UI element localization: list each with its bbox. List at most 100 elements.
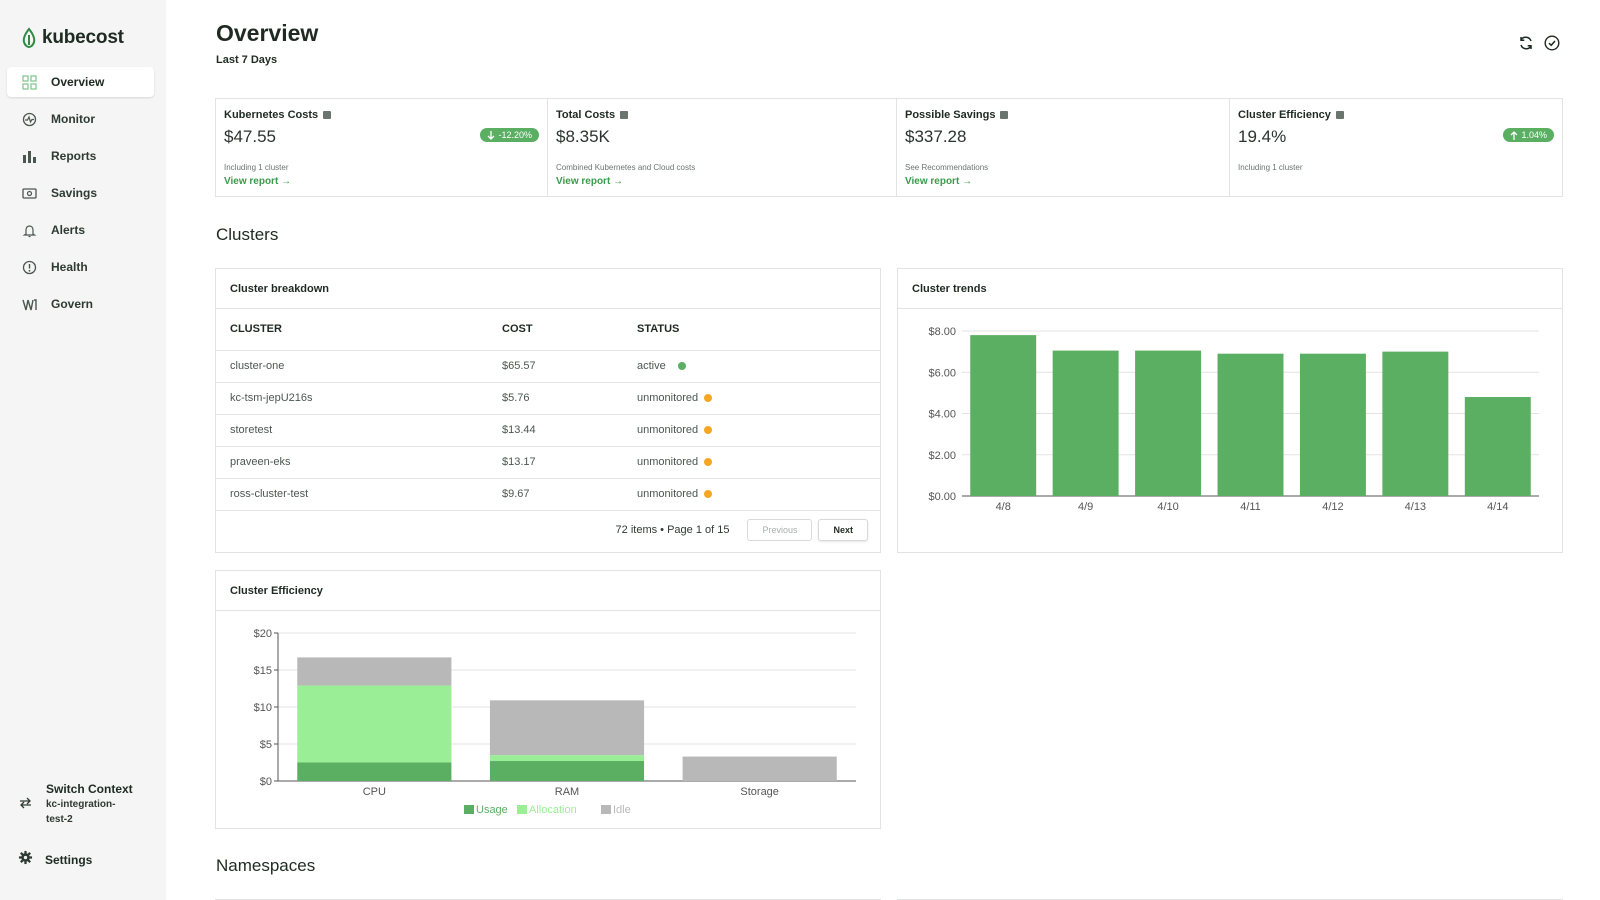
kubecost-logo[interactable]: kubecost bbox=[20, 27, 124, 49]
legend-label[interactable]: Usage bbox=[476, 804, 508, 816]
sidebar-item-alerts[interactable]: Alerts bbox=[7, 215, 154, 245]
status-label: active bbox=[637, 360, 666, 372]
efficiency-bar-idle[interactable] bbox=[297, 657, 452, 686]
trend-bar[interactable] bbox=[1052, 350, 1119, 496]
x-tick-label: RAM bbox=[555, 786, 579, 798]
info-icon[interactable] bbox=[323, 111, 332, 119]
sidebar-item-monitor[interactable]: Monitor bbox=[7, 104, 154, 134]
bar-chart-icon bbox=[21, 148, 37, 164]
refresh-icon[interactable] bbox=[1517, 34, 1535, 52]
trend-bar[interactable] bbox=[1217, 353, 1284, 496]
cluster-trends-panel: Cluster trends $0.00 $2.00 $4.00 $6.00 $8.00… bbox=[897, 268, 1563, 553]
status-dot-icon bbox=[704, 458, 713, 467]
x-tick-label: CPU bbox=[363, 786, 386, 798]
sidebar-item-reports[interactable]: Reports bbox=[7, 141, 154, 171]
link-label: View report bbox=[905, 176, 960, 187]
y-tick-label: $5 bbox=[260, 739, 272, 751]
swap-arrows-icon bbox=[18, 796, 34, 814]
status-label: unmonitored bbox=[637, 488, 699, 500]
trend-bar[interactable] bbox=[1299, 353, 1366, 496]
cluster-name[interactable]: praveen-eks bbox=[216, 446, 488, 479]
cluster-name[interactable]: kc-tsm-jepU216s bbox=[216, 382, 488, 415]
table-row[interactable]: kc-tsm-jepU216s $5.76 unmonitored bbox=[216, 382, 880, 415]
kpi-subtitle: Including 1 cluster bbox=[1238, 163, 1303, 172]
cluster-cost: $13.17 bbox=[488, 446, 623, 479]
efficiency-bar-allocation[interactable] bbox=[297, 685, 452, 763]
info-icon[interactable] bbox=[1335, 111, 1344, 119]
kpi-cluster-efficiency: Cluster Efficiency 19.4% 1.04% Including… bbox=[1230, 99, 1562, 196]
settings-label: Settings bbox=[45, 853, 93, 867]
info-icon[interactable] bbox=[620, 111, 629, 119]
efficiency-bar-idle[interactable] bbox=[682, 756, 837, 781]
y-tick-label: $2.00 bbox=[928, 450, 956, 462]
y-tick-label: $0.00 bbox=[928, 491, 956, 503]
kpi-title: Total Costs bbox=[556, 109, 616, 121]
pagination-info: 72 items • Page 1 of 15 bbox=[615, 523, 730, 536]
legend-swatch bbox=[601, 805, 611, 814]
switch-context[interactable]: Switch Context kc-integration-test-2 bbox=[18, 782, 136, 827]
cluster-name[interactable]: cluster-one bbox=[216, 350, 488, 383]
cluster-cost: $9.67 bbox=[488, 478, 623, 511]
x-tick-label: 4/14 bbox=[1487, 501, 1508, 513]
legend-label[interactable]: Allocation bbox=[529, 804, 577, 816]
y-tick-label: $6.00 bbox=[928, 367, 956, 379]
previous-button[interactable]: Previous bbox=[747, 518, 813, 541]
cluster-table: CLUSTER COST STATUS cluster-one $65.57 act… bbox=[216, 309, 880, 511]
kpi-subtitle: Including 1 cluster bbox=[224, 163, 289, 172]
status-dot-icon bbox=[704, 394, 713, 403]
section-title-namespaces: Namespaces bbox=[216, 856, 316, 875]
efficiency-bar-idle[interactable] bbox=[489, 700, 645, 756]
table-row[interactable]: praveen-eks $13.17 unmonitored bbox=[216, 446, 880, 479]
next-button[interactable]: Next bbox=[818, 518, 868, 541]
trend-bar[interactable] bbox=[1135, 350, 1202, 496]
view-report-link[interactable]: View report → bbox=[556, 176, 623, 187]
sidebar-item-savings[interactable]: Savings bbox=[7, 178, 154, 208]
info-icon[interactable] bbox=[1000, 111, 1009, 119]
kpi-kubernetes-costs: Kubernetes Costs $47.55 -12.20% Includin… bbox=[216, 99, 548, 196]
table-row[interactable]: storetest $13.44 unmonitored bbox=[216, 414, 880, 447]
column-header-cluster[interactable]: CLUSTER bbox=[216, 309, 488, 351]
sidebar-item-label: Overview bbox=[51, 75, 105, 89]
cluster-cost: $65.57 bbox=[488, 350, 623, 383]
trend-bar[interactable] bbox=[1464, 397, 1531, 496]
efficiency-bar-usage[interactable] bbox=[489, 761, 645, 781]
kpi-summary: Kubernetes Costs $47.55 -12.20% Includin… bbox=[215, 98, 1563, 197]
trend-bar[interactable] bbox=[970, 335, 1037, 496]
column-header-cost[interactable]: COST bbox=[488, 309, 623, 351]
sidebar-item-label: Savings bbox=[51, 186, 98, 200]
view-report-link[interactable]: View report → bbox=[905, 176, 972, 187]
cluster-name[interactable]: ross-cluster-test bbox=[216, 478, 488, 511]
legend-label[interactable]: Idle bbox=[613, 804, 631, 816]
y-tick-label: $10 bbox=[254, 702, 272, 714]
cluster-breakdown-panel: Cluster breakdown CLUSTER COST STATUS cl… bbox=[215, 268, 881, 553]
column-header-status[interactable]: STATUS bbox=[623, 309, 880, 351]
trend-bar[interactable] bbox=[1382, 351, 1449, 496]
status-label: unmonitored bbox=[637, 456, 699, 468]
view-report-link[interactable]: View report → bbox=[224, 176, 291, 187]
x-tick-label: Storage bbox=[740, 786, 779, 798]
trend-badge: -12.20% bbox=[480, 128, 539, 142]
table-row[interactable]: ross-cluster-test $9.67 unmonitored bbox=[216, 478, 880, 511]
x-tick-label: 4/11 bbox=[1240, 501, 1261, 513]
cluster-status: unmonitored bbox=[623, 382, 880, 415]
sidebar: kubecost Overview Monitor Reports Saving… bbox=[0, 0, 166, 900]
efficiency-bar-usage[interactable] bbox=[297, 762, 452, 782]
monitor-icon bbox=[21, 111, 37, 127]
grid-icon bbox=[21, 74, 37, 90]
switch-context-title: Switch Context bbox=[46, 782, 133, 796]
status-dot-icon bbox=[677, 362, 686, 371]
settings-button[interactable]: Settings bbox=[18, 850, 92, 870]
sidebar-item-govern[interactable]: Govern bbox=[7, 289, 154, 319]
check-circle-icon[interactable] bbox=[1543, 34, 1561, 52]
efficiency-bar-allocation[interactable] bbox=[489, 755, 645, 762]
sidebar-item-overview[interactable]: Overview bbox=[7, 67, 154, 97]
pagination: 72 items • Page 1 of 15 Previous Next bbox=[216, 511, 880, 549]
cluster-status: unmonitored bbox=[623, 446, 880, 479]
cluster-name[interactable]: storetest bbox=[216, 414, 488, 447]
sidebar-item-health[interactable]: Health bbox=[7, 252, 154, 282]
sidebar-nav: Overview Monitor Reports Savings Alerts bbox=[7, 67, 154, 326]
arrow-right-icon: → bbox=[613, 176, 624, 187]
trend-value: -12.20% bbox=[498, 130, 532, 140]
kpi-value: $337.28 bbox=[905, 127, 967, 146]
table-row[interactable]: cluster-one $65.57 active bbox=[216, 350, 880, 383]
